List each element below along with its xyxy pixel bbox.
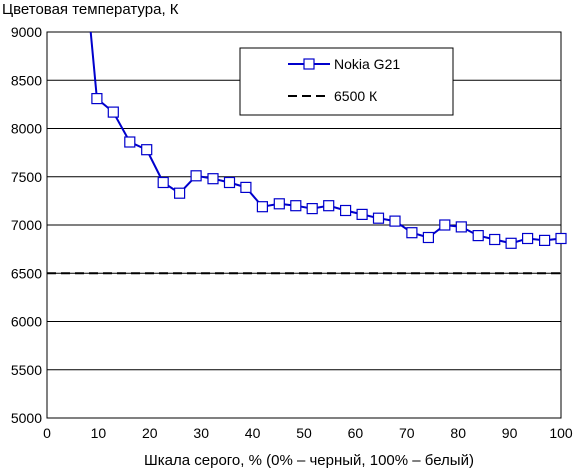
series-markers	[91, 92, 567, 249]
plot-area	[46, 31, 562, 419]
x-tick-label: 30	[193, 425, 209, 441]
y-tick-label: 5500	[11, 362, 42, 378]
legend: Nokia G21 6500 К	[239, 47, 454, 116]
data-point-marker	[223, 176, 236, 189]
data-point-marker	[323, 200, 335, 212]
data-point-marker	[439, 219, 451, 231]
x-tick-label: 80	[450, 425, 466, 441]
data-point-marker	[372, 212, 385, 224]
data-point-marker	[521, 232, 534, 245]
legend-label-nokia-g21: Nokia G21	[334, 56, 400, 72]
data-point-marker	[389, 215, 401, 227]
x-tick-label: 100	[549, 425, 573, 441]
x-tick-label: 50	[296, 425, 312, 441]
y-tick-label: 9000	[11, 24, 42, 40]
legend-label-6500k: 6500 К	[334, 88, 378, 104]
data-point-marker	[455, 221, 467, 233]
data-point-marker	[472, 230, 484, 242]
legend-box	[239, 47, 454, 116]
data-point-marker	[406, 227, 418, 239]
x-tick-label: 40	[245, 425, 261, 441]
data-point-marker	[340, 204, 352, 217]
legend-marker-nokia-g21	[303, 58, 315, 70]
x-tick-label: 0	[43, 425, 51, 441]
data-point-marker	[256, 201, 268, 213]
y-tick-label: 6000	[11, 314, 42, 330]
data-point-marker	[273, 198, 285, 210]
data-point-marker	[107, 106, 119, 118]
data-point-marker	[356, 208, 368, 220]
data-point-marker	[290, 200, 302, 212]
y-axis-title: Цветовая температура, К	[2, 1, 179, 18]
data-point-marker	[489, 233, 501, 246]
y-tick-label: 7000	[11, 217, 42, 233]
y-tick-label: 6500	[11, 265, 42, 281]
x-tick-label: 10	[91, 425, 107, 441]
data-point-marker	[91, 92, 103, 105]
data-point-marker	[240, 181, 252, 193]
data-point-marker	[555, 232, 567, 245]
data-point-marker	[306, 203, 318, 215]
data-point-marker	[174, 187, 186, 199]
y-tick-labels: 5000 5500 6000 6500 7000 7500 8000 8500 9000	[11, 24, 42, 426]
x-tick-label: 60	[348, 425, 364, 441]
x-tick-label: 70	[399, 425, 415, 441]
x-axis-title: Шкала серого, % (0% – черный, 100% – бел…	[144, 452, 474, 469]
data-point-marker	[157, 176, 169, 189]
y-tick-label: 8500	[11, 72, 42, 88]
data-point-marker	[538, 234, 551, 246]
data-point-marker	[141, 144, 153, 156]
y-tick-label: 7500	[11, 169, 42, 185]
x-tick-label: 90	[502, 425, 518, 441]
data-point-marker	[207, 173, 219, 185]
data-point-marker	[124, 136, 136, 148]
data-point-marker	[505, 237, 517, 249]
data-point-marker	[422, 231, 434, 244]
y-tick-label: 5000	[11, 410, 42, 426]
x-tick-labels: 0 10 20 30 40 50 60 70 80 90 100	[43, 425, 573, 441]
y-tick-label: 8000	[11, 121, 42, 137]
x-tick-label: 20	[142, 425, 158, 441]
data-point-marker	[190, 170, 202, 182]
